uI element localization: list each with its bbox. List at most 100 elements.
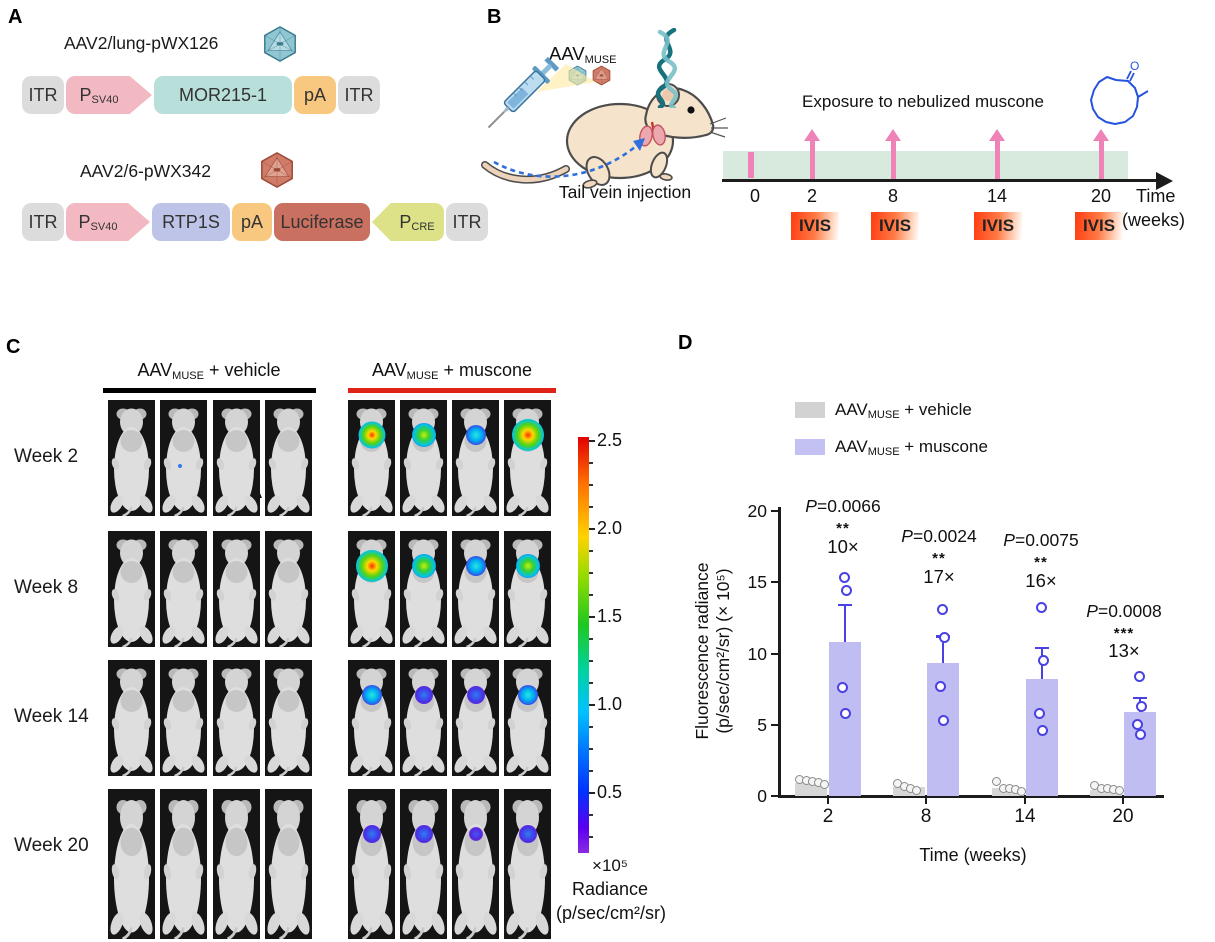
data-point-vehicle [911, 785, 921, 795]
colorbar-minor-tick [589, 770, 593, 772]
annotation-fold-change: 17× [923, 566, 955, 587]
mouse-image-muscone [452, 789, 499, 939]
mouse-image-muscone [504, 400, 551, 516]
chart-x-axis-label: Time (weeks) [919, 845, 1027, 865]
chart-x-tick-label: 2 [822, 806, 834, 827]
colorbar-minor-tick [589, 506, 593, 508]
mouse-group-underline [103, 388, 316, 393]
mouse-dorsal-graphic [110, 668, 153, 776]
colorbar-major-tick [589, 616, 595, 618]
week-row-label: Week 2 [14, 446, 79, 467]
mouse-image-muscone [452, 400, 499, 516]
legend-label-main: AAV [835, 437, 868, 456]
mouse-image-muscone [400, 531, 447, 647]
mouse-image-vehicle [213, 531, 260, 647]
bar-muscone [1026, 679, 1058, 796]
mouse-dorsal-graphic [454, 539, 497, 647]
data-point-muscone [1134, 729, 1146, 741]
mouse-dorsal-graphic [110, 799, 153, 939]
mouse-dorsal-graphic [350, 539, 393, 647]
chart-y-axis-line [778, 507, 781, 798]
mouse-dorsal-graphic [110, 408, 153, 516]
error-bar-line [844, 605, 847, 643]
bioluminescence-glow [465, 424, 486, 445]
construct-element-text: P [399, 211, 412, 232]
annotation-stars: ** [1034, 554, 1048, 571]
mouse-dorsal-graphic [506, 668, 549, 776]
data-point-muscone [936, 603, 948, 615]
construct-element-text: P [78, 211, 91, 232]
bioluminescence-glow [515, 553, 540, 578]
data-point-muscone [1033, 707, 1045, 719]
annotation-fold-change: 16× [1025, 570, 1057, 591]
data-point-muscone [934, 680, 946, 692]
chart-y-tick [771, 581, 778, 584]
error-bar-line [942, 636, 945, 664]
muscone-exposure-arrowhead [804, 129, 820, 141]
mouse-image-muscone [348, 789, 395, 939]
radiance-colorbar [578, 437, 589, 853]
panel-b-label: B [487, 6, 502, 28]
legend-label-main: AAV [835, 400, 868, 419]
construct-element-subscript: CRE [411, 221, 435, 233]
mouse-group-label-rest: + vehicle [203, 360, 281, 380]
bioluminescence-glow [518, 825, 537, 843]
mouse-image-vehicle [265, 400, 312, 516]
construct-element-text: pA [303, 84, 327, 105]
injection-caption: Tail vein injection [558, 182, 692, 202]
construct-element-p: P SV40 [66, 203, 150, 241]
mouse-image-vehicle [160, 789, 207, 939]
panel-c-label: C [6, 336, 21, 358]
annotation-p-rest: =0.0024 [912, 526, 977, 546]
construct-element-mor2151: MOR215-1 [154, 76, 292, 114]
data-point-vehicle [1016, 786, 1026, 796]
chart-y-tick-label: 0 [757, 786, 767, 806]
data-point-vehicle [819, 780, 829, 790]
mouse-image-vehicle [160, 531, 207, 647]
bioluminescence-glow [517, 684, 538, 705]
colorbar-tick-label: 2.0 [597, 518, 623, 538]
chart-y-tick-label: 15 [747, 572, 767, 593]
timeline-tick-label-2: 2 [806, 186, 817, 206]
mouse-image-muscone [504, 531, 551, 647]
annotation-p-value: P=0.0066 [781, 496, 905, 517]
muscone-exposure-arrowhead [885, 129, 901, 141]
lungs-icon [639, 121, 666, 147]
mouse-image-vehicle [108, 531, 155, 647]
aav-muse-label-main: AAV [549, 43, 585, 64]
muscone-molecule-icon: O [1090, 60, 1149, 125]
mouse-image-vehicle [265, 531, 312, 647]
mouse-dorsal-graphic [162, 408, 205, 516]
colorbar-unit-line1: Radiance [571, 879, 649, 899]
mouse-dorsal-graphic [110, 539, 153, 647]
chart-x-tick [827, 797, 829, 804]
data-point-muscone [938, 632, 950, 644]
mouse-image-muscone [348, 400, 395, 516]
dna-helix-icon [655, 28, 679, 108]
colorbar-minor-tick [589, 594, 593, 596]
mouse-group-label-subscript: MUSE [406, 370, 439, 382]
mouse-image-muscone [452, 531, 499, 647]
construct-title: AAV2/lung-pWX126 [64, 33, 219, 53]
construct-element-text: P [79, 84, 92, 105]
chart-x-tick [925, 797, 927, 804]
mouse-dorsal-graphic [162, 539, 205, 647]
week-row-label: Week 20 [14, 835, 89, 856]
construct-element-text: pA [240, 211, 264, 232]
mouse-dorsal-graphic [350, 799, 393, 939]
mouse-image-muscone [400, 789, 447, 939]
colorbar-major-tick [589, 704, 595, 706]
bioluminescence-glow [414, 825, 433, 843]
construct-element-text: MOR215-1 [178, 84, 268, 105]
mouse-dorsal-graphic [506, 539, 549, 647]
colorbar-tick-label: 0.5 [597, 782, 623, 802]
bioluminescence-glow [468, 827, 483, 841]
mouse-image-vehicle [160, 660, 207, 776]
construct-element-text: ITR [452, 211, 482, 232]
colorbar-scale-note: ×10⁵ [592, 856, 628, 875]
mouse-dorsal-graphic [162, 668, 205, 776]
bioluminescence-glow [414, 685, 433, 704]
annotation-stars: *** [1113, 625, 1135, 642]
mouse-dorsal-graphic [454, 408, 497, 516]
